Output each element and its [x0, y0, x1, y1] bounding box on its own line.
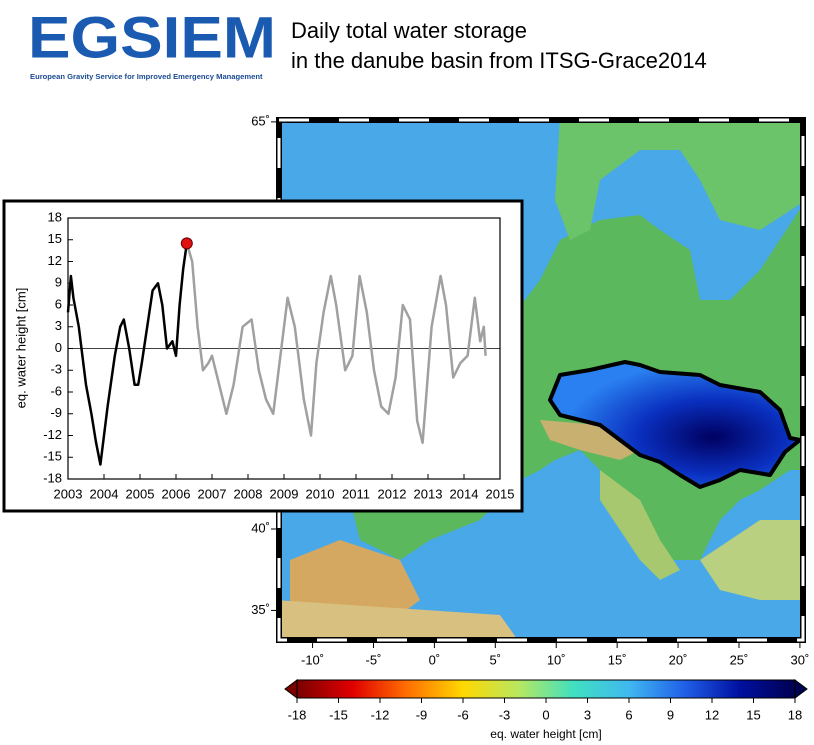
land: [600, 470, 680, 580]
y-tick-label: -9: [50, 405, 62, 420]
x-tick-label: 2004: [90, 486, 119, 501]
x-tick-label: 2012: [378, 486, 407, 501]
colorbar-tick-label: 6: [625, 707, 632, 722]
y-tick-label: -6: [50, 383, 62, 398]
series-line: [66, 243, 189, 466]
land: [540, 420, 640, 460]
x-tick-label: 2008: [234, 486, 263, 501]
colorbar-min-arrow: [284, 679, 298, 699]
map-x-tick-label: -10˚: [301, 652, 324, 667]
y-tick-label: 6: [55, 296, 62, 311]
title-line: Daily total water storage: [291, 18, 527, 43]
y-tick-label: 12: [48, 253, 62, 268]
x-tick-label: 2010: [306, 486, 335, 501]
colorbar-max-arrow: [794, 679, 808, 699]
y-tick-label: 0: [55, 340, 62, 355]
map: [279, 120, 803, 640]
colorbar-tick-label: 15: [746, 707, 760, 722]
colorbar-tick-label: -18: [288, 707, 307, 722]
y-tick-label: 15: [48, 231, 62, 246]
colorbar-tick-label: 9: [667, 707, 674, 722]
x-tick-label: 2011: [342, 486, 370, 501]
series-line: [185, 243, 487, 445]
x-tick-label: 2006: [162, 486, 191, 501]
x-tick-label: 2009: [270, 486, 299, 501]
y-tick-label: -12: [43, 427, 62, 442]
colorbar-tick-label: -3: [499, 707, 511, 722]
colorbar-tick-label: 3: [584, 707, 591, 722]
land: [700, 520, 803, 600]
map-x-tick-label: 30˚: [791, 652, 810, 667]
basin: [548, 360, 802, 489]
y-tick-label: 9: [55, 275, 62, 290]
y-axis-label: eq. water height [cm]: [13, 288, 28, 409]
x-tick-label: 2015: [486, 486, 515, 501]
map-x-tick-label: 15˚: [608, 652, 627, 667]
colorbar-tick-label: 12: [705, 707, 719, 722]
map-x-tick-label: 10˚: [547, 652, 566, 667]
colorbar-label: eq. water height [cm]: [490, 727, 601, 741]
logo-tagline: European Gravity Service for Improved Em…: [30, 72, 263, 81]
inset-panel: [2, 199, 524, 513]
logo: EGSIEM: [28, 5, 276, 70]
land: [555, 120, 803, 240]
colorbar-tick-label: 18: [788, 707, 802, 722]
y-tick-label: 3: [55, 318, 62, 333]
y-tick-label: -3: [50, 362, 62, 377]
land: [279, 600, 518, 640]
map-x-tick-label: -5˚: [366, 652, 382, 667]
x-tick-label: 2003: [54, 486, 83, 501]
y-tick-label: -15: [43, 449, 62, 464]
colorbar-tick-label: -15: [329, 707, 348, 722]
y-tick-label: 18: [48, 209, 62, 224]
x-tick-label: 2014: [450, 486, 479, 501]
title-line: in the danube basin from ITSG-Grace2014: [291, 48, 707, 73]
x-tick-label: 2005: [126, 486, 155, 501]
map-y-tick-label: 40˚: [251, 520, 270, 535]
colorbar: [296, 679, 796, 699]
colorbar-tick-label: -6: [457, 707, 469, 722]
y-tick-label: -18: [43, 470, 62, 485]
map-x-tick-label: 5˚: [490, 652, 502, 667]
map-x-tick-label: 20˚: [669, 652, 688, 667]
map-y-tick-label: 35˚: [251, 602, 270, 617]
map-y-tick-label: 65˚: [251, 113, 270, 128]
colorbar-tick-label: -9: [416, 707, 428, 722]
map-x-tick-label: 25˚: [730, 652, 749, 667]
x-tick-label: 2007: [198, 486, 227, 501]
map-x-tick-label: 0˚: [429, 652, 441, 667]
current-point: [180, 237, 193, 250]
colorbar-tick-label: 0: [542, 707, 549, 722]
x-tick-label: 2013: [414, 486, 443, 501]
colorbar-tick-label: -12: [371, 707, 390, 722]
